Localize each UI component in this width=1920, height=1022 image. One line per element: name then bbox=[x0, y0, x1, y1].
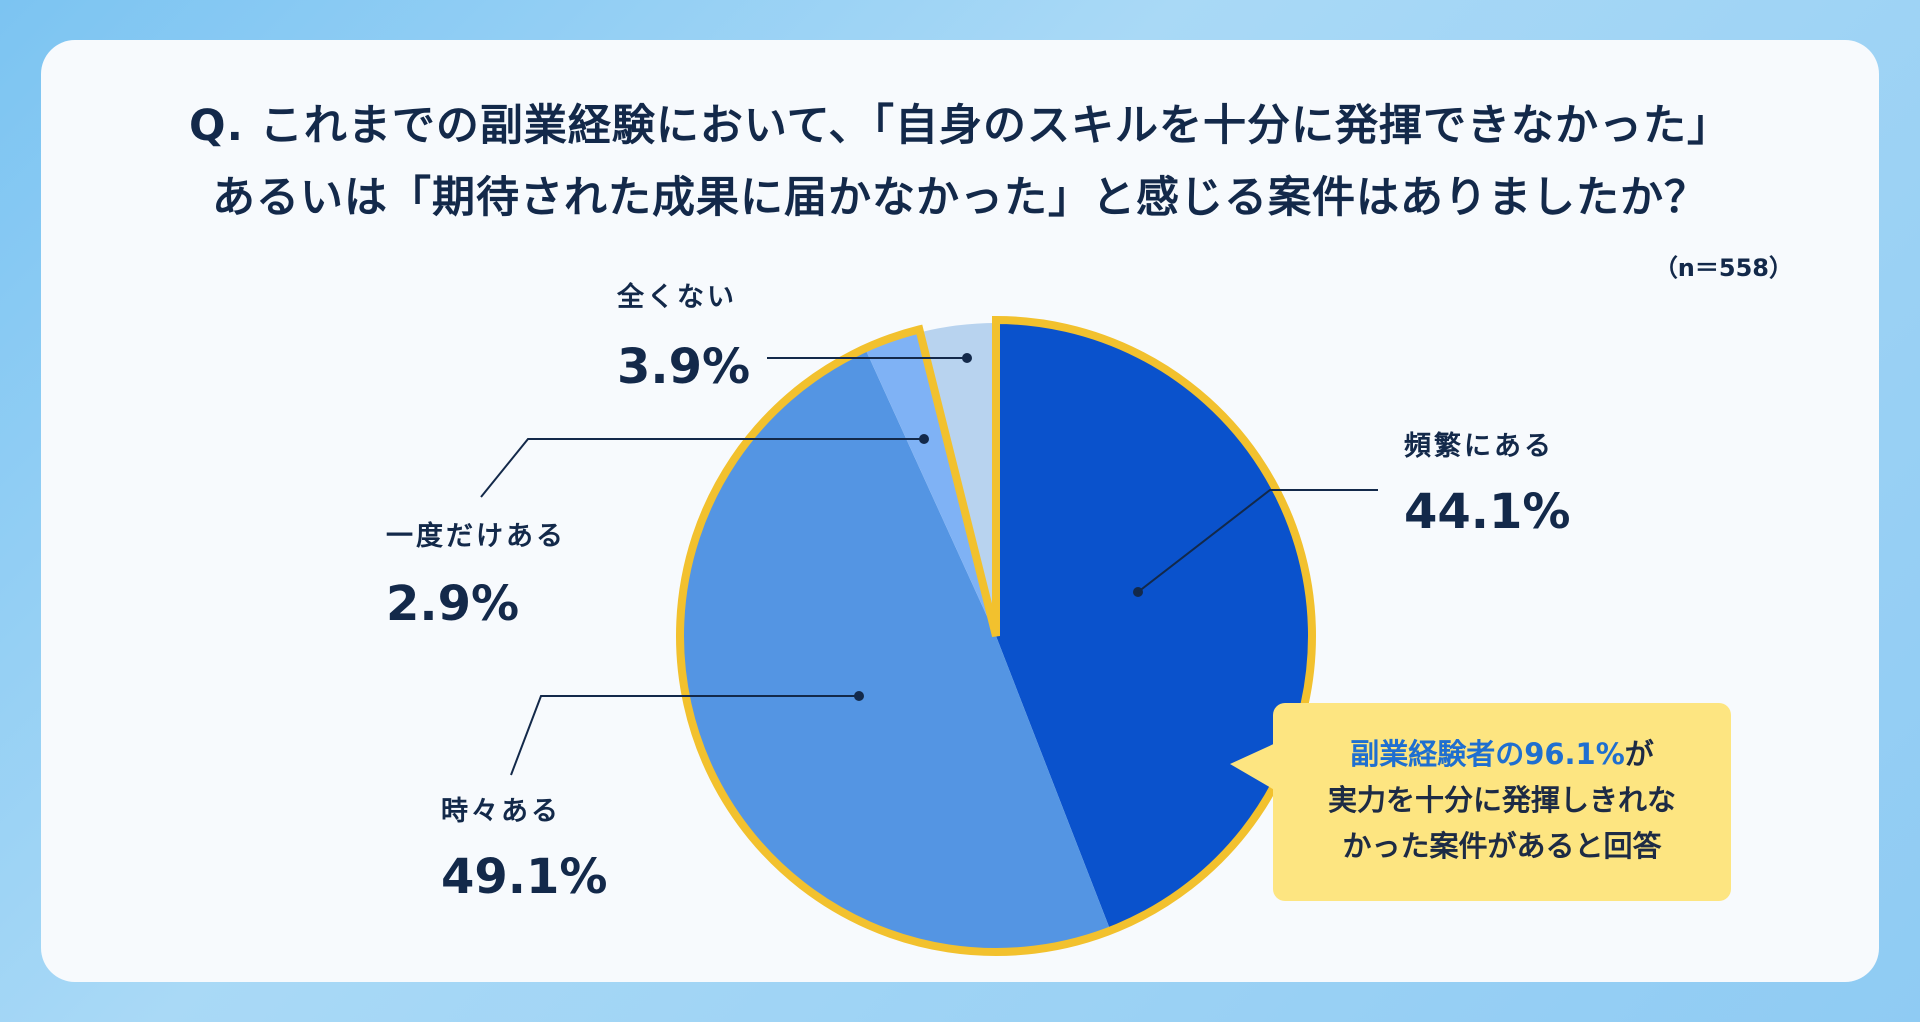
chart-title: Q. これまでの副業経験において、「自身のスキルを十分に発揮できなかった」 ある… bbox=[41, 90, 1879, 234]
callout-line-3: かった案件があると回答 bbox=[1342, 829, 1662, 863]
slice-name-label: 頻繁にある bbox=[1404, 431, 1554, 462]
title-line-2: あるいは「期待された成果に届かなかった」と感じる案件はありましたか？ bbox=[212, 173, 1708, 223]
slice-value-label: 3.9% bbox=[617, 339, 750, 395]
pie-slice bbox=[682, 351, 1110, 950]
highlight-outline bbox=[676, 315, 1316, 956]
slice-name-label: 一度だけある bbox=[386, 520, 566, 552]
callout-highlight: 副業経験者の96.1% bbox=[1350, 737, 1625, 771]
title-line-1: Q. これまでの副業経験において、「自身のスキルを十分に発揮できなかった」 bbox=[189, 101, 1731, 151]
leader-line bbox=[480, 438, 924, 498]
callout-pointer bbox=[1230, 742, 1278, 792]
slice-value-label: 2.9% bbox=[386, 576, 519, 632]
callout-line1-rest: が bbox=[1624, 737, 1654, 771]
summary-callout: 副業経験者の96.1%が 実力を十分に発揮しきれな かった案件があると回答 bbox=[1273, 703, 1731, 901]
slice-value-label: 49.1% bbox=[441, 849, 608, 905]
slice-labels: 頻繁にある 44.1% 時々ある 49.1% 一度だけある 2.9% 全くない 3.9% bbox=[386, 281, 1571, 905]
slice-value-label: 44.1% bbox=[1404, 484, 1571, 540]
slice-name-label: 全くない bbox=[616, 281, 737, 313]
sample-size-label: （n＝558） bbox=[1653, 254, 1793, 282]
leader-line bbox=[1137, 489, 1378, 593]
leader-lines bbox=[480, 353, 1378, 776]
pie-slice bbox=[866, 332, 996, 636]
callout-line-2: 実力を十分に発揮しきれな bbox=[1327, 783, 1676, 817]
leader-line bbox=[510, 695, 859, 776]
slice-name-label: 時々ある bbox=[441, 796, 561, 827]
